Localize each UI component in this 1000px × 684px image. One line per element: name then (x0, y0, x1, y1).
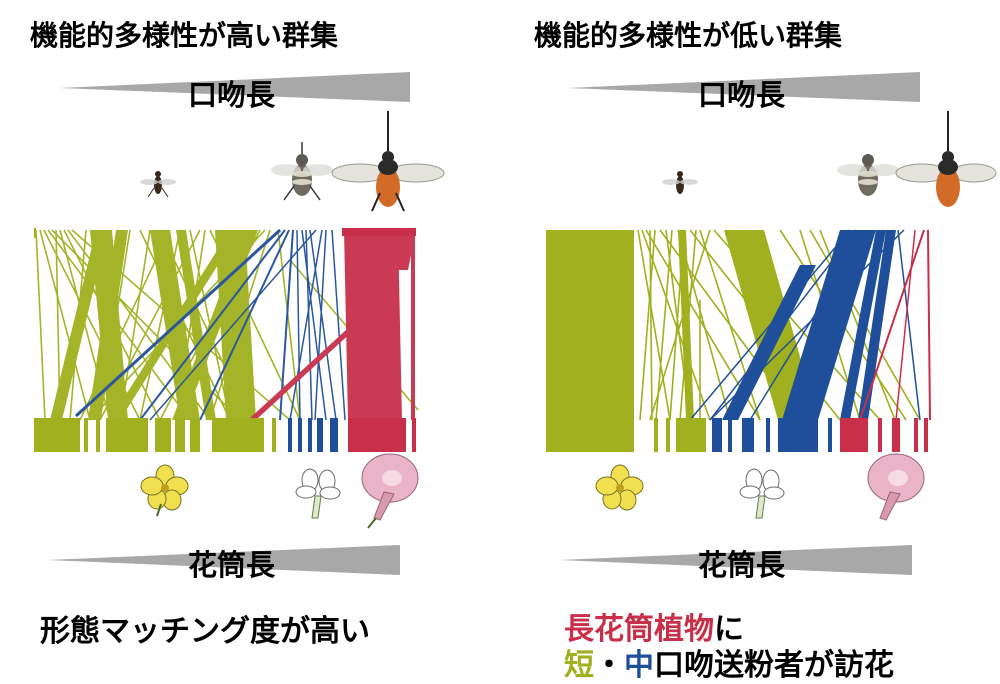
caption-particle: に (714, 612, 744, 647)
proboscis-length-wedge (568, 72, 920, 102)
yellow-flower-icon (595, 464, 644, 511)
right-caption-line1: 長花筒植物に (564, 604, 744, 648)
left-pollinator-bars (34, 228, 416, 238)
left-interaction-links (35, 228, 419, 421)
medium-text: 中 (624, 648, 654, 683)
small-bee-icon (662, 171, 698, 194)
right-diagram (546, 72, 997, 575)
long-corolla-plants-text: 長花筒植物 (564, 612, 714, 647)
short-text: 短 (564, 648, 594, 683)
left-plant-bars (34, 418, 416, 452)
white-flower-icon (739, 468, 785, 519)
left-title: 機能的多様性が高い群集 (30, 19, 339, 52)
pink-morning-glory-icon (361, 453, 419, 529)
right-interaction-links (546, 229, 931, 452)
separator-dot: ・ (594, 648, 624, 683)
right-proboscis-label: 口吻長 (698, 78, 786, 112)
right-title: 機能的多様性が低い群集 (534, 19, 843, 52)
long-tongued-bee-icon (895, 111, 997, 207)
left-diagram (34, 72, 445, 575)
white-flower-icon (295, 468, 341, 519)
right-plant-bars (546, 418, 928, 452)
pollinator-visit-text: 口吻送粉者が訪花 (654, 648, 894, 683)
small-bee-icon (140, 171, 176, 198)
right-corolla-label: 花筒長 (698, 548, 786, 582)
pink-morning-glory-icon (867, 453, 925, 521)
right-caption-line2: 短・中口吻送粉者が訪花 (564, 640, 894, 684)
left-proboscis-label: 口吻長 (188, 78, 276, 112)
yellow-flower-icon (140, 464, 189, 517)
corolla-length-wedge (48, 545, 400, 575)
medium-bee-icon (271, 142, 333, 201)
long-tongued-bee-icon (331, 111, 445, 212)
left-caption: 形態マッチング度が高い (40, 614, 370, 649)
medium-bee-icon (837, 154, 899, 196)
proboscis-length-wedge (60, 72, 410, 102)
corolla-length-wedge (560, 545, 912, 575)
left-corolla-label: 花筒長 (188, 548, 276, 582)
